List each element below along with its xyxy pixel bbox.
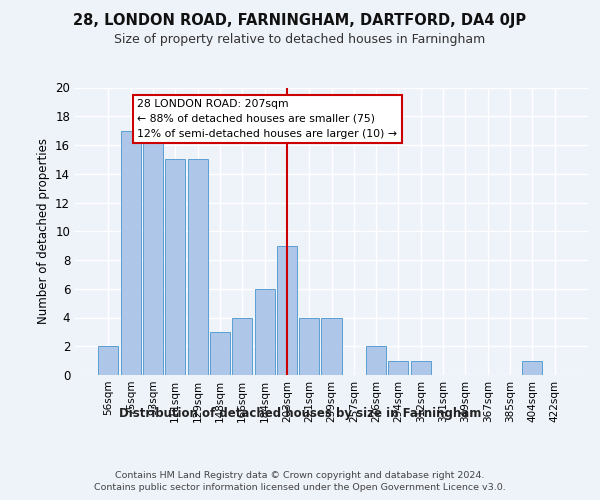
Text: Contains public sector information licensed under the Open Government Licence v3: Contains public sector information licen… [94,484,506,492]
Text: Contains HM Land Registry data © Crown copyright and database right 2024.: Contains HM Land Registry data © Crown c… [115,471,485,480]
Bar [143,130,163,375]
Text: Distribution of detached houses by size in Farningham: Distribution of detached houses by size … [119,408,481,420]
Bar [232,318,252,375]
Bar [299,318,319,375]
Bar [98,346,118,375]
Text: 28 LONDON ROAD: 207sqm
← 88% of detached houses are smaller (75)
12% of semi-det: 28 LONDON ROAD: 207sqm ← 88% of detached… [137,99,397,138]
Bar [121,130,141,375]
Bar [366,346,386,375]
Bar [188,160,208,375]
Bar [388,360,409,375]
Bar [277,246,297,375]
Bar [411,360,431,375]
Bar [322,318,341,375]
Bar [165,160,185,375]
Bar [254,289,275,375]
Y-axis label: Number of detached properties: Number of detached properties [37,138,50,324]
Bar [210,332,230,375]
Bar [522,360,542,375]
Text: 28, LONDON ROAD, FARNINGHAM, DARTFORD, DA4 0JP: 28, LONDON ROAD, FARNINGHAM, DARTFORD, D… [73,12,527,28]
Text: Size of property relative to detached houses in Farningham: Size of property relative to detached ho… [115,32,485,46]
